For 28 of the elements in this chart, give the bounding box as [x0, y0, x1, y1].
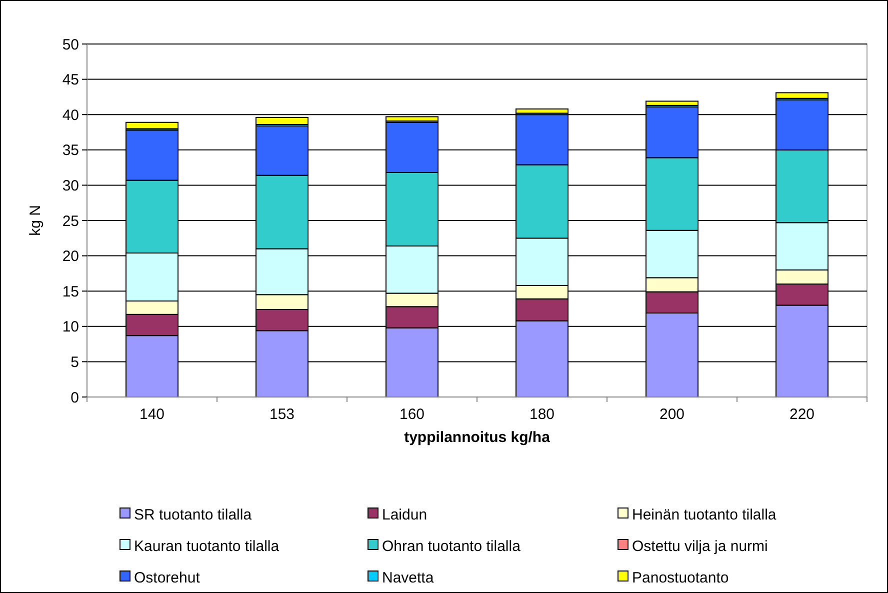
x-tick-label: 153	[269, 406, 295, 423]
legend-label: Laidun	[382, 506, 428, 524]
y-tick-label: 10	[62, 318, 79, 336]
y-axis-title: kg N	[27, 205, 44, 236]
legend-label: Kauran tuotanto tilalla	[134, 538, 280, 555]
y-tick-label: 15	[62, 283, 79, 300]
legend-label: Panostuotanto	[632, 569, 729, 586]
legend-label: Ostorehut	[134, 569, 201, 586]
x-tick-label: 200	[659, 406, 685, 423]
x-axis-title: typpilannoitus kg/ha	[404, 429, 551, 446]
x-tick-label: 160	[399, 406, 425, 423]
y-tick-label: 0	[70, 389, 79, 406]
legend-label: Navetta	[382, 569, 434, 586]
x-tick-label: 180	[529, 406, 555, 423]
y-tick-label: 40	[62, 106, 79, 124]
x-tick-label: 220	[789, 406, 815, 423]
legend-label: SR tuotanto tilalla	[134, 506, 252, 524]
y-tick-label: 45	[62, 72, 79, 89]
y-tick-label: 30	[62, 177, 79, 194]
y-tick-label: 20	[62, 248, 79, 266]
y-tick-label: 25	[62, 212, 79, 230]
legend-label: Ostettu vilja ja nurmi	[632, 538, 768, 555]
y-tick-label: 35	[62, 142, 79, 160]
x-tick-label: 140	[139, 406, 165, 423]
y-tick-label: 5	[70, 354, 79, 371]
legend-label: Heinän tuotanto tilalla	[632, 506, 777, 524]
y-tick-label: 50	[62, 36, 79, 54]
legend-label: Ohran tuotanto tilalla	[382, 538, 522, 555]
